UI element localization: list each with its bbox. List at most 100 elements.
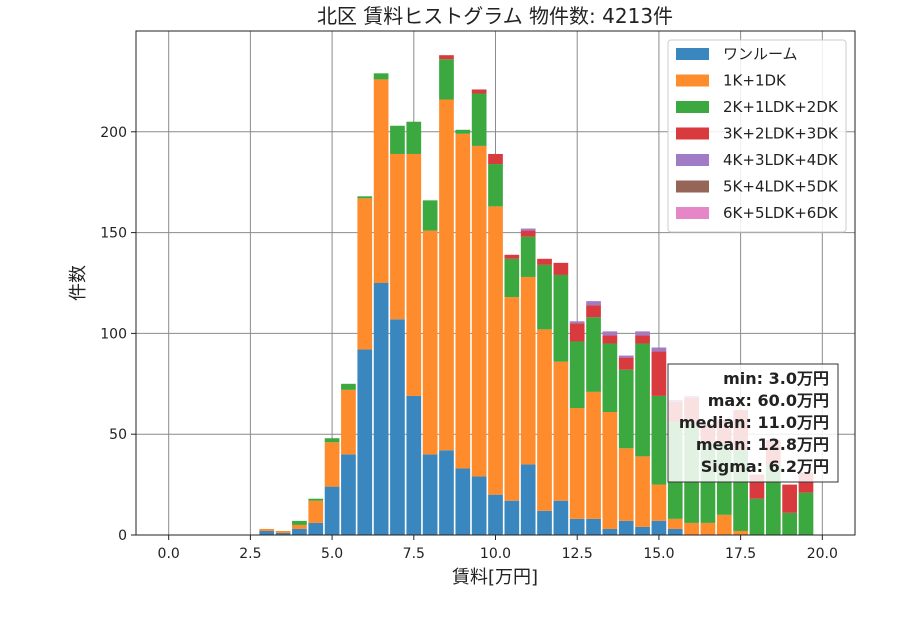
bar-segment — [439, 99, 454, 451]
bar-segment — [373, 73, 389, 80]
bar-segment — [406, 121, 422, 154]
bar-segment — [782, 512, 797, 535]
bar-segment — [471, 145, 487, 477]
bar-segment — [569, 323, 585, 342]
bar-segment — [341, 383, 356, 390]
bar-segment — [292, 528, 307, 535]
bar-segment — [373, 283, 389, 535]
bar-segment — [651, 520, 667, 535]
bar-segment — [651, 395, 667, 485]
bar-segment — [308, 500, 324, 523]
legend-label: ワンルーム — [723, 45, 798, 63]
bar-segment — [455, 129, 471, 134]
bar-segment — [537, 329, 552, 511]
bar-segment — [422, 230, 438, 455]
legend-swatch — [676, 127, 709, 140]
bar-segment — [422, 454, 438, 535]
bar-segment — [439, 59, 454, 100]
ticks: 0.0 2.5 5.0 7.5 10.0 12.5 15.0 17.5 20.0 0 50 100 15… — [100, 125, 838, 562]
bar-segment — [455, 133, 471, 469]
legend-label: 6K+5LDK+6DK — [723, 204, 839, 222]
bar-segment — [553, 274, 569, 362]
bar-segment — [602, 331, 618, 336]
stat-max: max: 60.0万円 — [708, 391, 829, 410]
bar-segment — [700, 522, 716, 535]
y-tick-label: 100 — [100, 326, 127, 342]
bar-segment — [275, 532, 291, 535]
bar-segment — [586, 305, 601, 318]
bar-segment — [635, 335, 650, 344]
bar-segment — [504, 258, 520, 298]
x-tick-label: 15.0 — [643, 546, 674, 562]
bar-segment — [488, 206, 503, 495]
bar-segment — [553, 361, 569, 501]
bar-segment — [618, 369, 634, 449]
x-axis-label: 賃料[万円] — [452, 567, 538, 588]
bar-segment — [635, 343, 650, 457]
y-tick-label: 150 — [100, 226, 127, 242]
legend-swatch — [676, 101, 709, 113]
bar-segment — [488, 164, 503, 207]
chart-title: 北区 賃料ヒストグラム 物件数: 4213件 — [317, 4, 673, 28]
bar-segment — [488, 153, 503, 165]
bar-segment — [259, 528, 275, 531]
bar-segment — [618, 355, 634, 358]
bar-segment — [292, 524, 307, 529]
legend-label: 4K+3LDK+4DK — [723, 151, 839, 169]
legend-label: 1K+1DK — [723, 72, 787, 90]
x-tick-label: 12.5 — [562, 546, 593, 562]
bar-segment — [651, 351, 667, 396]
legend-swatch — [676, 48, 709, 60]
bar-segment — [782, 484, 797, 513]
x-tick-label: 0.0 — [158, 546, 180, 562]
bar-segment — [586, 317, 601, 392]
stat-min: min: 3.0万円 — [723, 369, 829, 388]
bar-segment — [537, 510, 552, 535]
bar-segment — [357, 349, 373, 535]
bar-segment — [569, 341, 585, 408]
stat-mean: mean: 12.8万円 — [696, 435, 829, 454]
bar-segment — [471, 89, 487, 94]
bar-segment — [308, 522, 324, 535]
bar-segment — [716, 514, 732, 535]
bar-segment — [553, 262, 569, 275]
bar-segment — [390, 125, 405, 154]
bar-segment — [357, 198, 373, 350]
x-tick-label: 20.0 — [807, 546, 838, 562]
x-tick-label: 2.5 — [239, 546, 261, 562]
bar-segment — [406, 395, 422, 535]
bar-segment — [324, 438, 340, 443]
bar-segment — [275, 530, 291, 533]
legend-swatch — [676, 207, 709, 219]
stats-frame — [667, 363, 839, 483]
legend-swatch — [676, 180, 709, 193]
bar-segment — [455, 468, 471, 535]
bar-segment — [553, 500, 569, 535]
bar-segment — [471, 476, 487, 535]
legend-label: 2K+1LDK+2DK — [723, 98, 839, 116]
bar-segment — [537, 264, 552, 330]
bar-segment — [341, 454, 356, 535]
bar-segment — [667, 528, 683, 535]
bar-segment — [586, 391, 601, 519]
bar-segment — [635, 456, 650, 527]
bar-segment — [292, 520, 307, 525]
bar-segment — [602, 528, 618, 535]
stat-sigma: Sigma: 6.2万円 — [701, 457, 829, 476]
x-tick-label: 7.5 — [403, 546, 425, 562]
bar-segment — [471, 93, 487, 146]
y-tick-label: 50 — [109, 427, 127, 443]
bar-segment — [684, 522, 699, 535]
bar-segment — [586, 301, 601, 306]
y-tick-label: 200 — [100, 125, 127, 141]
bar-segment — [635, 331, 650, 336]
bar-segment — [439, 55, 454, 60]
legend-swatch — [676, 74, 709, 87]
bar-segment — [324, 442, 340, 487]
bar-segment — [504, 500, 520, 535]
bar-segment — [602, 412, 618, 529]
bar-segment — [422, 200, 438, 231]
bar-segment — [569, 518, 585, 535]
bar-segment — [569, 407, 585, 519]
